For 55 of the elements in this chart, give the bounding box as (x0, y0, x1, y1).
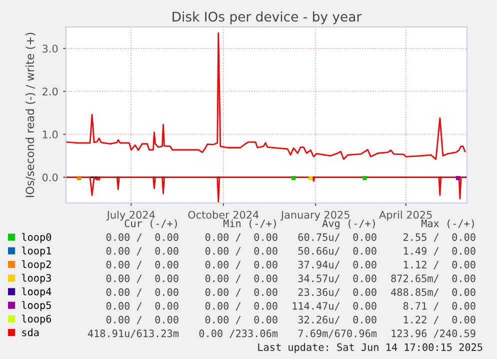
legend-label: sda (22, 328, 39, 336)
text: 418.91u/613.23m (88, 330, 179, 338)
text: 0.00 / 0.00 (106, 274, 178, 284)
text: 0.00 / 0.00 (106, 247, 178, 256)
text: 7.69m/670.96m (298, 330, 377, 338)
text: Last update: Sat Jun 14 17:00:15 2025 (258, 343, 482, 353)
text: 60.75u/ 0.00 (298, 233, 376, 242)
text: 2.55 / 0.00 (404, 233, 476, 242)
y-tick-label: 2.0 (42, 88, 58, 96)
text: 34.57u/ 0.00 (298, 274, 376, 284)
text: 488.85m/ 0.00 (391, 288, 476, 297)
text: 0.00 / 0.00 (205, 302, 278, 311)
text: 1.12 / 0.00 (404, 260, 476, 270)
text: 37.94u/ 0.00 (298, 260, 376, 270)
y-tick-label: 1.0 (42, 130, 58, 138)
text: 50.66u/ 0.00 (298, 247, 376, 256)
text: Cur (-/+) (124, 219, 177, 228)
text: 0.00 / 0.00 (106, 302, 178, 311)
text: Avg (-/+) (322, 219, 375, 230)
legend-label: loop1 (22, 246, 52, 256)
text: 114.47u/ 0.00 (292, 302, 376, 311)
x-tick-label: July 2024 (106, 210, 155, 221)
text: 0.00 / 0.00 (205, 316, 278, 324)
text: 123.96 /240.59 (392, 330, 476, 338)
chart-title: Disk IOs per device - by year (172, 11, 362, 24)
text: 872.65m/ 0.00 (391, 274, 476, 284)
text: 8.71 / 0.00 (403, 302, 476, 311)
text: 0.00 /233.06m (199, 330, 278, 338)
x-tick-label: April 2025 (379, 210, 432, 221)
text: 0.00 / 0.00 (106, 260, 178, 270)
text: 1.49 / 0.00 (404, 247, 476, 256)
y-axis-title: IOs/second read (-) / write (+) (25, 32, 36, 198)
legend-label: loop2 (22, 260, 51, 270)
text: Max (-/+) (421, 219, 474, 228)
text: 0.00 / 0.00 (106, 288, 178, 297)
text: 23.36u/ 0.00 (298, 288, 376, 297)
text: 0.00 / 0.00 (205, 247, 278, 256)
text: 0.00 / 0.00 (205, 260, 278, 270)
legend-label: loop3 (22, 274, 51, 284)
legend-label: loop4 (22, 287, 52, 298)
x-tick-label: October 2024 (188, 210, 259, 219)
text: 1.22 / 0.00 (404, 316, 476, 324)
legend-label: loop0 (22, 233, 52, 243)
legend-label: loop6 (22, 314, 52, 325)
text: 0.00 / 0.00 (205, 233, 278, 242)
text: Min (-/+) (223, 219, 276, 228)
y-tick-label: 3.0 (42, 44, 58, 53)
text: 0.00 / 0.00 (205, 274, 278, 284)
text: 0.00 / 0.00 (106, 316, 178, 324)
legend-label: loop5 (22, 301, 51, 311)
text: 32.26u/ 0.00 (298, 316, 376, 324)
y-tick-label: 0.0 (42, 173, 58, 182)
text: 0.00 / 0.00 (106, 233, 178, 242)
x-tick-label: January 2025 (280, 210, 350, 221)
text: 0.00 / 0.00 (205, 288, 278, 297)
